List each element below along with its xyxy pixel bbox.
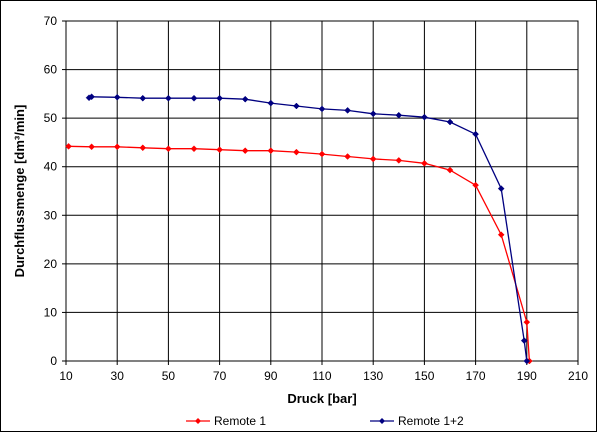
series-line [68, 145, 531, 362]
data-point-marker [446, 118, 454, 126]
x-axis-ticks: 10 30 50 70 90 110 130 150 170 190 210 [59, 361, 588, 383]
data-point-marker [293, 148, 300, 156]
y-tick-label: 60 [44, 63, 58, 77]
legend-item-remote-1: Remote 1 [186, 414, 266, 428]
data-point-marker [369, 155, 377, 163]
x-tick-label: 210 [568, 369, 588, 383]
data-point-marker [497, 231, 505, 239]
x-tick-label: 150 [414, 369, 434, 383]
data-point-marker [293, 102, 300, 110]
x-tick-label: 190 [517, 369, 537, 383]
data-point-marker [113, 93, 121, 101]
y-axis-ticks: 0 10 20 30 40 50 60 70 [44, 14, 66, 368]
data-point-marker [190, 145, 198, 153]
data-point-marker [318, 150, 326, 158]
series-layer [65, 93, 533, 365]
y-tick-label: 0 [50, 354, 57, 368]
data-point-marker [395, 111, 403, 119]
data-point-marker [88, 93, 95, 101]
data-point-marker [344, 153, 351, 160]
data-point-marker [523, 357, 531, 365]
series-line [88, 96, 528, 362]
x-tick-label: 50 [162, 369, 176, 383]
data-point-marker [395, 157, 403, 164]
legend-item-remote-1-2: Remote 1+2 [370, 414, 464, 428]
x-tick-label: 90 [264, 369, 278, 383]
data-point-marker [241, 95, 249, 103]
data-point-marker [344, 107, 351, 114]
x-tick-label: 170 [466, 369, 486, 383]
legend-label: Remote 1 [214, 414, 266, 428]
data-point-marker [267, 99, 275, 107]
y-tick-label: 20 [44, 257, 58, 271]
data-point-marker [318, 105, 326, 113]
legend-label: Remote 1+2 [398, 414, 464, 428]
x-tick-label: 10 [59, 369, 73, 383]
data-point-marker [190, 94, 198, 102]
data-point-marker [65, 142, 72, 150]
data-point-marker [216, 94, 223, 102]
series-remote-1-2 [85, 93, 531, 365]
data-point-marker [421, 113, 428, 121]
data-point-marker [165, 94, 172, 102]
data-point-marker [113, 143, 121, 151]
data-point-marker [241, 147, 249, 155]
data-point-marker [523, 318, 531, 326]
data-point-marker [421, 159, 428, 167]
y-tick-label: 50 [44, 111, 58, 125]
data-point-marker [497, 185, 505, 192]
data-point-marker [472, 181, 479, 189]
data-point-marker [520, 337, 528, 344]
x-tick-label: 130 [363, 369, 383, 383]
y-tick-label: 40 [44, 160, 58, 174]
data-point-marker [369, 110, 377, 118]
data-point-marker [446, 166, 454, 174]
y-axis-title: Durchflussmenge [dm³/min] [12, 105, 27, 278]
legend-swatch-marker [379, 418, 385, 424]
data-point-marker [165, 145, 172, 153]
legend-swatch-marker [195, 418, 201, 424]
x-tick-label: 70 [213, 369, 227, 383]
y-tick-label: 70 [44, 14, 58, 28]
legend: Remote 1 Remote 1+2 [186, 414, 464, 428]
x-tick-label: 30 [111, 369, 125, 383]
x-tick-label: 110 [312, 369, 331, 383]
y-tick-label: 30 [44, 208, 58, 222]
data-point-marker [216, 146, 223, 154]
data-point-marker [472, 130, 479, 138]
data-point-marker [139, 144, 147, 152]
data-point-marker [139, 94, 147, 102]
data-point-marker [88, 143, 95, 151]
y-tick-label: 10 [44, 305, 58, 319]
x-axis-title: Druck [bar] [287, 391, 356, 406]
data-point-marker [267, 147, 275, 155]
